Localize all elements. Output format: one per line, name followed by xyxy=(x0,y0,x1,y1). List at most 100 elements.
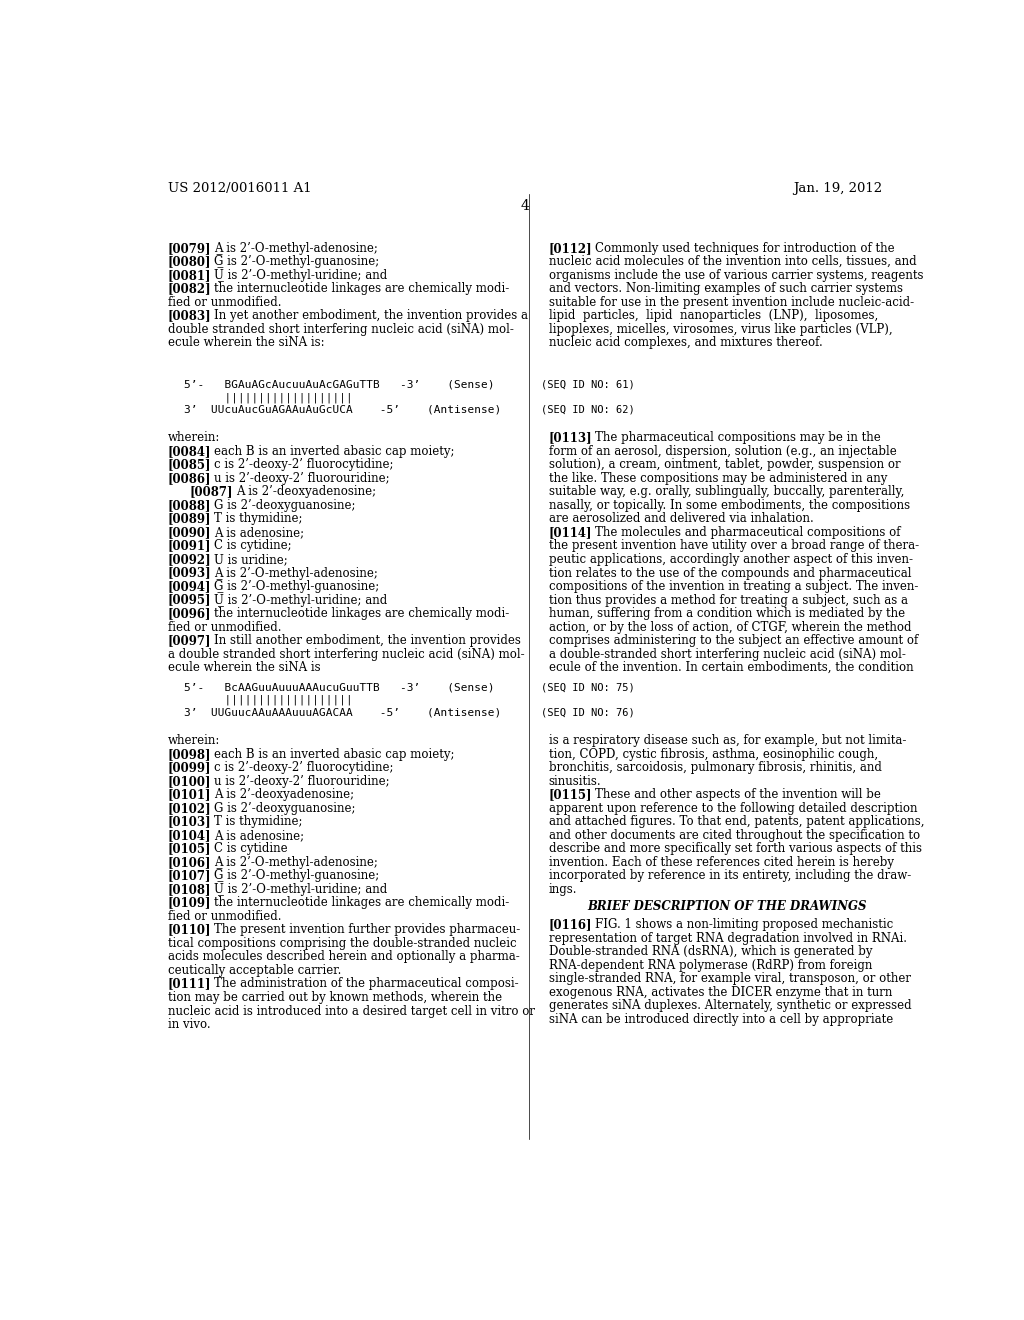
Text: fied or unmodified.: fied or unmodified. xyxy=(168,909,282,923)
Text: [0116]: [0116] xyxy=(549,917,592,931)
Text: nucleic acid molecules of the invention into cells, tissues, and: nucleic acid molecules of the invention … xyxy=(549,255,916,268)
Text: [0089]: [0089] xyxy=(168,512,211,525)
Text: [0111]: [0111] xyxy=(168,978,211,990)
Text: 5’-   BcAAGuuAuuuAAAucuGuuTTB   -3’    (Sense): 5’- BcAAGuuAuuuAAAucuGuuTTB -3’ (Sense) xyxy=(183,682,494,693)
Text: [0084]: [0084] xyxy=(168,445,211,458)
Text: [0083]: [0083] xyxy=(168,309,211,322)
Text: c is 2’-deoxy-2’ fluorocytidine;: c is 2’-deoxy-2’ fluorocytidine; xyxy=(214,762,393,775)
Text: [0113]: [0113] xyxy=(549,432,592,445)
Text: fied or unmodified.: fied or unmodified. xyxy=(168,620,282,634)
Text: ecule of the invention. In certain embodiments, the condition: ecule of the invention. In certain embod… xyxy=(549,661,913,675)
Text: (SEQ ID NO: 61): (SEQ ID NO: 61) xyxy=(541,380,635,389)
Text: form of an aerosol, dispersion, solution (e.g., an injectable: form of an aerosol, dispersion, solution… xyxy=(549,445,896,458)
Text: sinusitis.: sinusitis. xyxy=(549,775,601,788)
Text: |||||||||||||||||||: ||||||||||||||||||| xyxy=(183,694,352,705)
Text: (SEQ ID NO: 75): (SEQ ID NO: 75) xyxy=(541,682,635,693)
Text: [0079]: [0079] xyxy=(168,242,211,255)
Text: single-stranded RNA, for example viral, transposon, or other: single-stranded RNA, for example viral, … xyxy=(549,972,910,985)
Text: [0109]: [0109] xyxy=(168,896,211,909)
Text: The pharmaceutical compositions may be in the: The pharmaceutical compositions may be i… xyxy=(595,432,881,445)
Text: in vivo.: in vivo. xyxy=(168,1018,210,1031)
Text: apparent upon reference to the following detailed description: apparent upon reference to the following… xyxy=(549,801,918,814)
Text: U̲ is 2’-O-methyl-uridine; and: U̲ is 2’-O-methyl-uridine; and xyxy=(214,594,387,607)
Text: and vectors. Non-limiting examples of such carrier systems: and vectors. Non-limiting examples of su… xyxy=(549,282,902,296)
Text: A̲ is 2’-O-methyl-adenosine;: A̲ is 2’-O-methyl-adenosine; xyxy=(214,855,378,869)
Text: the like. These compositions may be administered in any: the like. These compositions may be admi… xyxy=(549,471,887,484)
Text: fied or unmodified.: fied or unmodified. xyxy=(168,296,282,309)
Text: compositions of the invention in treating a subject. The inven-: compositions of the invention in treatin… xyxy=(549,579,918,593)
Text: G is 2’-deoxyguanosine;: G is 2’-deoxyguanosine; xyxy=(214,499,355,512)
Text: In still another embodiment, the invention provides: In still another embodiment, the inventi… xyxy=(214,634,520,647)
Text: a double stranded short interfering nucleic acid (siNA) mol-: a double stranded short interfering nucl… xyxy=(168,648,524,660)
Text: (SEQ ID NO: 62): (SEQ ID NO: 62) xyxy=(541,404,635,414)
Text: [0088]: [0088] xyxy=(168,499,211,512)
Text: [0081]: [0081] xyxy=(168,269,211,281)
Text: tion may be carried out by known methods, wherein the: tion may be carried out by known methods… xyxy=(168,991,502,1005)
Text: suitable way, e.g. orally, sublingually, buccally, parenterally,: suitable way, e.g. orally, sublingually,… xyxy=(549,486,904,499)
Text: [0096]: [0096] xyxy=(168,607,211,620)
Text: A̲ is 2’-O-methyl-adenosine;: A̲ is 2’-O-methyl-adenosine; xyxy=(214,566,378,579)
Text: incorporated by reference in its entirety, including the draw-: incorporated by reference in its entiret… xyxy=(549,870,911,882)
Text: [0105]: [0105] xyxy=(168,842,211,855)
Text: A̲ is 2’-O-methyl-adenosine;: A̲ is 2’-O-methyl-adenosine; xyxy=(214,242,378,255)
Text: wherein:: wherein: xyxy=(168,432,220,445)
Text: ceutically acceptable carrier.: ceutically acceptable carrier. xyxy=(168,964,341,977)
Text: A is adenosine;: A is adenosine; xyxy=(214,525,304,539)
Text: each B is an inverted abasic cap moiety;: each B is an inverted abasic cap moiety; xyxy=(214,747,455,760)
Text: [0085]: [0085] xyxy=(168,458,211,471)
Text: U̲ is 2’-O-methyl-uridine; and: U̲ is 2’-O-methyl-uridine; and xyxy=(214,269,387,281)
Text: tion thus provides a method for treating a subject, such as a: tion thus provides a method for treating… xyxy=(549,594,907,607)
Text: [0095]: [0095] xyxy=(168,594,211,607)
Text: ecule wherein the siNA is:: ecule wherein the siNA is: xyxy=(168,337,325,350)
Text: a double-stranded short interfering nucleic acid (siNA) mol-: a double-stranded short interfering nucl… xyxy=(549,648,905,660)
Text: A is adenosine;: A is adenosine; xyxy=(214,829,304,842)
Text: siNA can be introduced directly into a cell by appropriate: siNA can be introduced directly into a c… xyxy=(549,1012,893,1026)
Text: representation of target RNA degradation involved in RNAi.: representation of target RNA degradation… xyxy=(549,932,906,945)
Text: [0100]: [0100] xyxy=(168,775,211,788)
Text: acids molecules described herein and optionally a pharma-: acids molecules described herein and opt… xyxy=(168,950,519,964)
Text: [0104]: [0104] xyxy=(168,829,211,842)
Text: (SEQ ID NO: 76): (SEQ ID NO: 76) xyxy=(541,708,635,717)
Text: [0115]: [0115] xyxy=(549,788,592,801)
Text: generates siNA duplexes. Alternately, synthetic or expressed: generates siNA duplexes. Alternately, sy… xyxy=(549,999,911,1012)
Text: are aerosolized and delivered via inhalation.: are aerosolized and delivered via inhala… xyxy=(549,512,813,525)
Text: [0114]: [0114] xyxy=(549,525,592,539)
Text: [0082]: [0082] xyxy=(168,282,211,296)
Text: [0103]: [0103] xyxy=(168,816,211,828)
Text: US 2012/0016011 A1: US 2012/0016011 A1 xyxy=(168,182,311,195)
Text: ings.: ings. xyxy=(549,883,578,896)
Text: nasally, or topically. In some embodiments, the compositions: nasally, or topically. In some embodimen… xyxy=(549,499,909,512)
Text: is a respiratory disease such as, for example, but not limita-: is a respiratory disease such as, for ex… xyxy=(549,734,906,747)
Text: RNA-dependent RNA polymerase (RdRP) from foreign: RNA-dependent RNA polymerase (RdRP) from… xyxy=(549,958,872,972)
Text: 3’  UUGuucAAuAAAuuuAGACAA    -5’    (Antisense): 3’ UUGuucAAuAAAuuuAGACAA -5’ (Antisense) xyxy=(183,708,501,717)
Text: FIG. 1 shows a non-limiting proposed mechanistic: FIG. 1 shows a non-limiting proposed mec… xyxy=(595,917,893,931)
Text: [0112]: [0112] xyxy=(549,242,592,255)
Text: [0101]: [0101] xyxy=(168,788,211,801)
Text: solution), a cream, ointment, tablet, powder, suspension or: solution), a cream, ointment, tablet, po… xyxy=(549,458,900,471)
Text: [0098]: [0098] xyxy=(168,747,211,760)
Text: nucleic acid is introduced into a desired target cell in vitro or: nucleic acid is introduced into a desire… xyxy=(168,1005,535,1018)
Text: C is cytidine;: C is cytidine; xyxy=(214,540,292,553)
Text: describe and more specifically set forth various aspects of this: describe and more specifically set forth… xyxy=(549,842,922,855)
Text: the internucleotide linkages are chemically modi-: the internucleotide linkages are chemica… xyxy=(214,896,509,909)
Text: comprises administering to the subject an effective amount of: comprises administering to the subject a… xyxy=(549,634,918,647)
Text: invention. Each of these references cited herein is hereby: invention. Each of these references cite… xyxy=(549,855,894,869)
Text: G is 2’-deoxyguanosine;: G is 2’-deoxyguanosine; xyxy=(214,801,355,814)
Text: The administration of the pharmaceutical composi-: The administration of the pharmaceutical… xyxy=(214,978,518,990)
Text: c is 2’-deoxy-2’ fluorocytidine;: c is 2’-deoxy-2’ fluorocytidine; xyxy=(214,458,393,471)
Text: tion, COPD, cystic fibrosis, asthma, eosinophilic cough,: tion, COPD, cystic fibrosis, asthma, eos… xyxy=(549,747,878,760)
Text: The present invention further provides pharmaceu-: The present invention further provides p… xyxy=(214,924,520,936)
Text: [0092]: [0092] xyxy=(168,553,211,566)
Text: [0087]: [0087] xyxy=(189,486,233,499)
Text: U is uridine;: U is uridine; xyxy=(214,553,288,566)
Text: human, suffering from a condition which is mediated by the: human, suffering from a condition which … xyxy=(549,607,905,620)
Text: [0094]: [0094] xyxy=(168,579,211,593)
Text: Jan. 19, 2012: Jan. 19, 2012 xyxy=(793,182,882,195)
Text: [0107]: [0107] xyxy=(168,870,211,882)
Text: lipoplexes, micelles, virosomes, virus like particles (VLP),: lipoplexes, micelles, virosomes, virus l… xyxy=(549,323,892,335)
Text: u is 2’-deoxy-2’ fluorouridine;: u is 2’-deoxy-2’ fluorouridine; xyxy=(214,775,389,788)
Text: the internucleotide linkages are chemically modi-: the internucleotide linkages are chemica… xyxy=(214,607,509,620)
Text: 4: 4 xyxy=(520,199,529,213)
Text: bronchitis, sarcoidosis, pulmonary fibrosis, rhinitis, and: bronchitis, sarcoidosis, pulmonary fibro… xyxy=(549,762,882,775)
Text: [0090]: [0090] xyxy=(168,525,211,539)
